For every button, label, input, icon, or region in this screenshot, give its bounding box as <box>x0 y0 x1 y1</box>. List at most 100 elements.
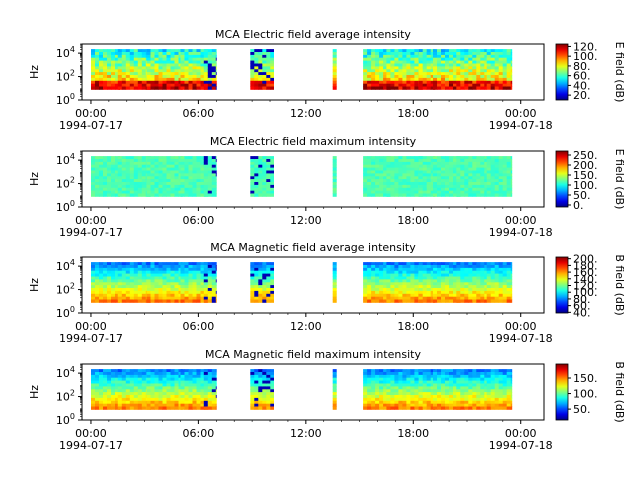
spectrogram-cell <box>506 49 512 53</box>
spectrogram-cell <box>211 293 217 298</box>
spectrogram-cell <box>484 273 488 277</box>
spectrogram-cell <box>188 72 193 76</box>
spectrogram-cell <box>453 369 458 373</box>
spectrogram-cell <box>95 267 100 272</box>
spectrogram-cell <box>129 282 135 286</box>
spectrogram-burst <box>486 262 513 303</box>
spectrogram-cell <box>502 270 508 274</box>
spectrogram-cell <box>180 193 185 197</box>
spectrogram-cell <box>91 193 96 197</box>
spectrogram-cell <box>207 397 213 402</box>
spectrogram-cell <box>433 187 438 192</box>
spectrogram-cell <box>266 182 271 186</box>
spectrogram-cell <box>363 290 368 295</box>
spectrogram-cell <box>468 66 473 70</box>
spectrogram-cell <box>486 72 492 76</box>
spectrogram-cell <box>379 69 384 73</box>
spectrogram-cell <box>141 397 147 402</box>
spectrogram-cell <box>406 403 411 407</box>
spectrogram-cell <box>437 72 442 76</box>
spectrogram-cell <box>154 193 159 197</box>
spectrogram-cell <box>480 176 485 180</box>
spectrogram-cell <box>103 265 108 269</box>
spectrogram-cell <box>510 80 513 85</box>
spectrogram-cell <box>367 52 372 56</box>
spectrogram-cell <box>379 282 384 286</box>
spectrogram-cell <box>129 167 135 171</box>
spectrogram-cell <box>158 52 163 56</box>
spectrogram-cell <box>375 170 380 174</box>
spectrogram-cell <box>254 273 259 277</box>
spectrogram-cell <box>184 290 189 295</box>
spectrogram-cell <box>166 273 171 277</box>
spectrogram-cell <box>430 267 436 272</box>
spectrogram-cell <box>250 282 255 286</box>
spectrogram-cell <box>371 290 376 295</box>
spectrogram-cell <box>498 66 504 70</box>
spectrogram-cell <box>402 75 407 79</box>
spectrogram-cell <box>188 279 193 283</box>
spectrogram-cell <box>371 296 376 300</box>
spectrogram-cell <box>250 176 255 180</box>
spectrogram-cell <box>406 265 411 269</box>
spectrogram-cell <box>111 285 116 289</box>
spectrogram-burst <box>91 369 121 410</box>
spectrogram-cell <box>103 293 108 298</box>
spectrogram-cell <box>211 389 217 393</box>
spectrogram-burst <box>146 156 183 197</box>
spectrogram-cell <box>379 267 384 272</box>
spectrogram-cell <box>410 400 415 405</box>
spectrogram-cell <box>215 374 217 379</box>
spectrogram-cell <box>426 54 432 59</box>
spectrogram-cell <box>170 262 175 266</box>
spectrogram-cell <box>453 190 458 194</box>
spectrogram-cell <box>196 69 201 73</box>
spectrogram-burst <box>250 49 274 90</box>
spectrogram-cell <box>180 159 185 163</box>
spectrogram-cell <box>441 69 446 73</box>
spectrogram-cell <box>162 167 167 171</box>
spectrogram-cell <box>107 279 112 283</box>
spectrogram-cell <box>188 389 193 393</box>
spectrogram-cell <box>203 49 209 53</box>
spectrogram-cell <box>203 156 209 160</box>
spectrogram-cell <box>117 52 123 56</box>
spectrogram-cell <box>262 57 267 61</box>
spectrogram-cell <box>162 176 167 180</box>
spectrogram-cell <box>266 72 271 76</box>
spectrogram-cell <box>266 159 271 163</box>
colorbar-tick-label: 120. <box>573 280 598 293</box>
spectrogram-cell <box>453 164 458 168</box>
spectrogram-cell <box>270 299 274 303</box>
spectrogram-cell <box>250 184 255 189</box>
spectrogram-cell <box>422 299 428 303</box>
spectrogram-burst <box>203 49 217 90</box>
spectrogram-cell <box>258 380 263 384</box>
spectrogram-cell <box>367 369 372 373</box>
spectrogram-cell <box>410 179 415 183</box>
spectrogram-cell <box>414 72 419 76</box>
spectrogram-cell <box>200 288 205 292</box>
spectrogram-cell <box>137 282 143 286</box>
spectrogram-cell <box>150 395 155 399</box>
spectrogram-cell <box>402 383 407 387</box>
spectrogram-cell <box>456 190 461 194</box>
spectrogram-cell <box>203 372 209 376</box>
spectrogram-cell <box>386 392 391 396</box>
spectrogram-cell <box>390 75 395 79</box>
spectrogram-cell <box>174 279 179 283</box>
spectrogram-cell <box>379 369 384 373</box>
spectrogram-cell <box>484 290 488 295</box>
spectrogram-cell <box>158 164 163 168</box>
spectrogram-cell <box>367 190 372 194</box>
spectrogram-cell <box>207 403 213 407</box>
spectrogram-cell <box>215 75 217 79</box>
spectrogram-cell <box>258 86 263 90</box>
spectrogram-cell <box>207 80 213 85</box>
spectrogram-cell <box>107 290 112 295</box>
spectrogram-cell <box>386 66 391 70</box>
spectrogram-cell <box>379 54 384 59</box>
spectrogram-cell <box>406 374 411 379</box>
spectrogram-cell <box>166 262 171 266</box>
spectrogram-cell <box>184 60 189 64</box>
